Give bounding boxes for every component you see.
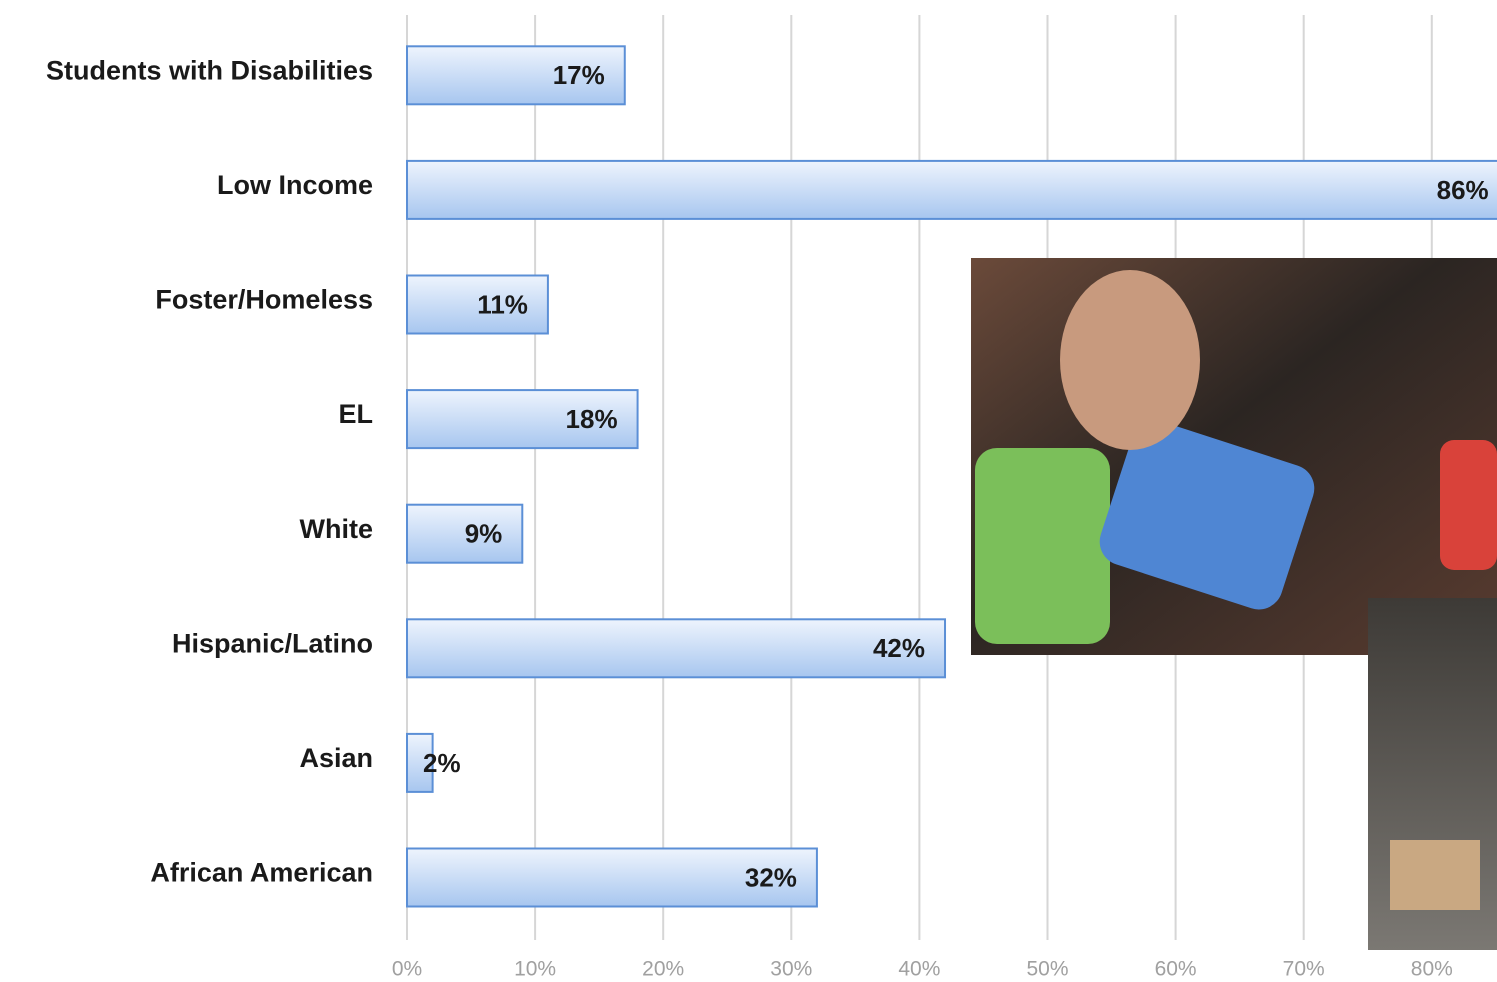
value-label: 17% — [553, 60, 605, 90]
x-tick-label: 40% — [898, 958, 940, 981]
x-tick-label: 10% — [514, 958, 556, 981]
value-label: 11% — [477, 289, 528, 319]
bar — [406, 618, 947, 679]
value-label: 2% — [423, 748, 461, 778]
x-tick-label: 80% — [1411, 958, 1453, 981]
x-tick-label: 30% — [770, 958, 812, 981]
value-label: 42% — [873, 633, 925, 663]
bar — [406, 45, 626, 106]
y-tick-label: Students with Disabilities — [46, 55, 373, 85]
y-tick-label: Hispanic/Latino — [172, 628, 373, 658]
value-label: 18% — [566, 404, 618, 434]
y-tick-label: White — [300, 514, 374, 544]
y-tick-label: Low Income — [217, 170, 373, 200]
value-label: 9% — [465, 519, 503, 549]
bar — [406, 732, 434, 793]
photo — [1368, 598, 1497, 950]
x-tick-label: 70% — [1283, 958, 1325, 981]
bar — [406, 503, 524, 564]
value-label: 32% — [745, 862, 797, 892]
photo — [971, 258, 1497, 655]
x-tick-label: 60% — [1155, 958, 1197, 981]
bar — [406, 159, 1497, 220]
bar — [406, 274, 549, 335]
bar — [406, 389, 639, 450]
value-label: 86% — [1437, 175, 1489, 205]
bar — [406, 847, 818, 908]
y-tick-label: African American — [150, 858, 373, 888]
x-tick-label: 50% — [1026, 958, 1068, 981]
x-tick-label: 20% — [642, 958, 684, 981]
x-tick-label: 0% — [392, 958, 422, 981]
y-tick-label: Asian — [299, 743, 373, 773]
y-tick-label: EL — [338, 399, 373, 429]
y-tick-label: Foster/Homeless — [155, 285, 373, 315]
